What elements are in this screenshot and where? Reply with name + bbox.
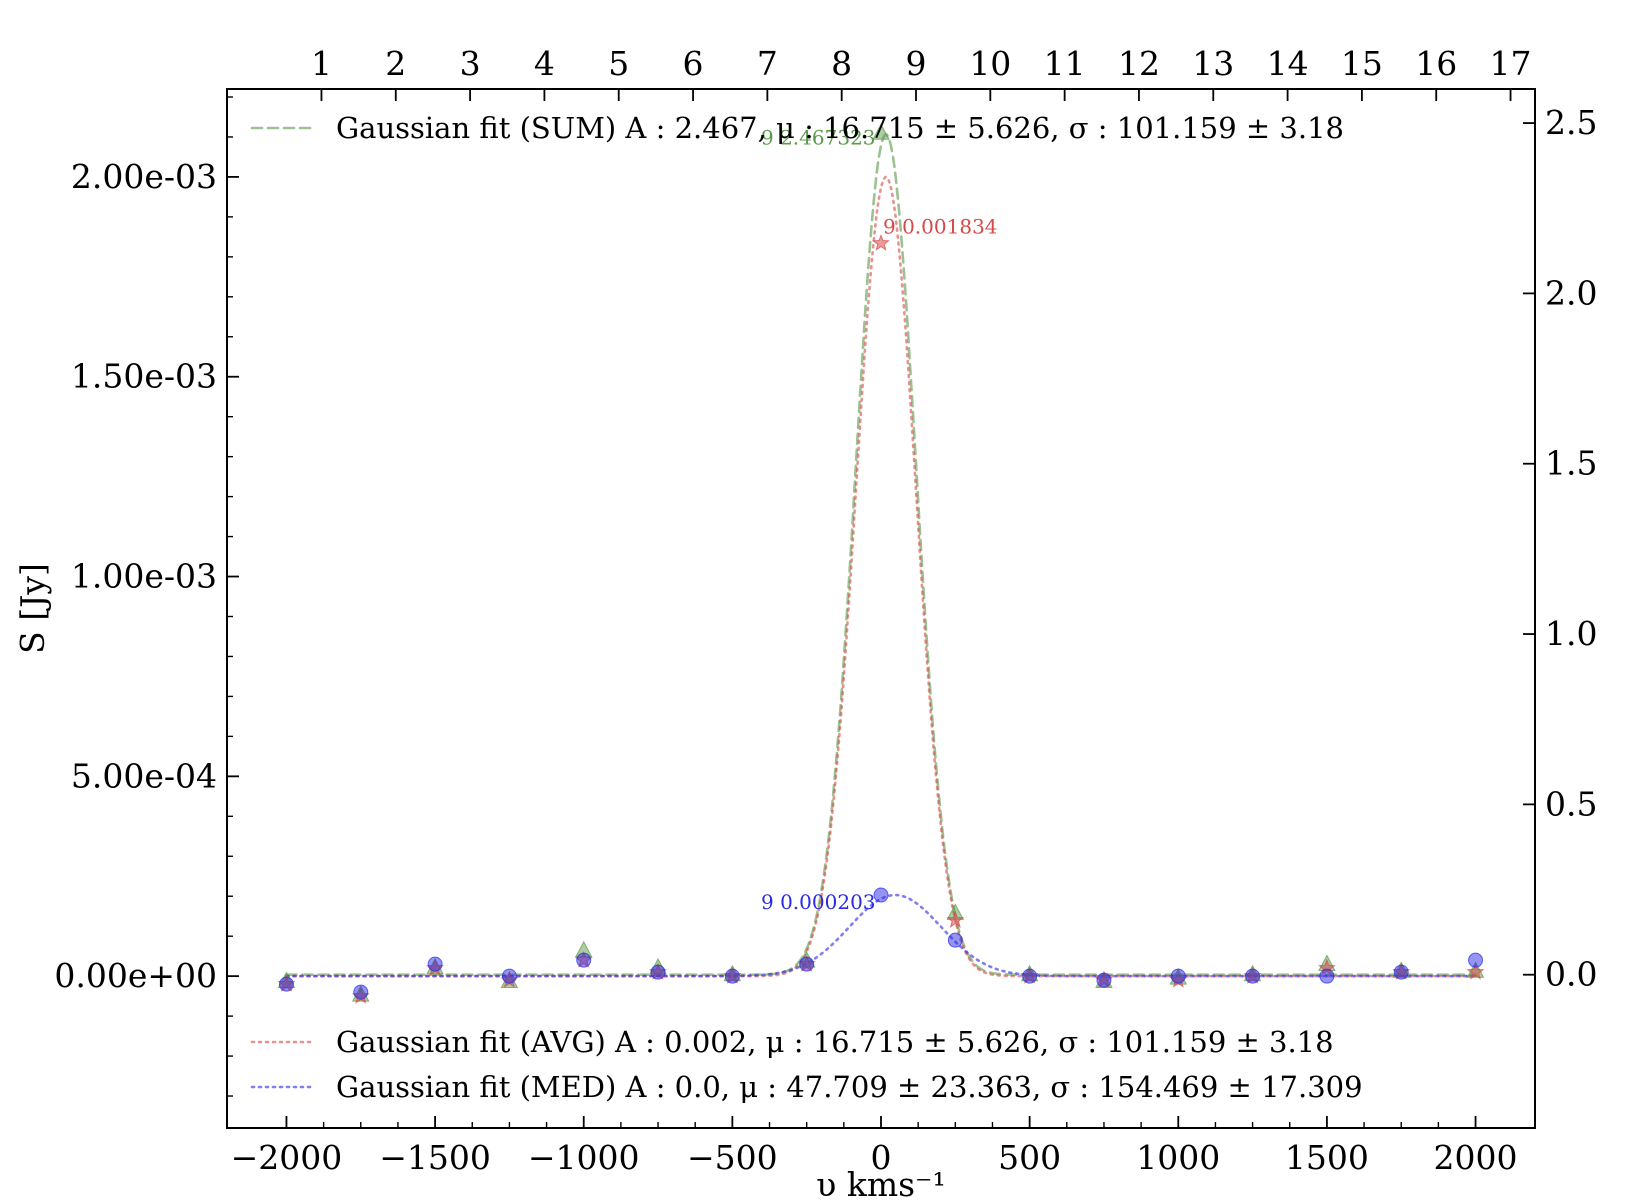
- med-point: [278, 976, 294, 992]
- top-tick-label: 14: [1267, 44, 1309, 83]
- top-tick-label: 3: [460, 44, 481, 83]
- top-tick-label: 12: [1118, 44, 1160, 83]
- top-tick-label: 9: [906, 44, 927, 83]
- x-tick-label: −1000: [528, 1138, 640, 1177]
- x-tick-label: 1000: [1136, 1138, 1220, 1177]
- x-tick-label: 2000: [1434, 1138, 1518, 1177]
- x-axis-title: υ kms⁻¹: [816, 1165, 945, 1200]
- avg-point: [1466, 962, 1485, 980]
- x-tick-label: 1500: [1285, 1138, 1369, 1177]
- y-right-tick-label: 0.0: [1545, 955, 1597, 994]
- fit-curve: [285, 132, 1477, 976]
- top-tick-label: 15: [1341, 44, 1383, 83]
- x-axis-bottom: −2000 −1500 −1000 −500 0 500 1000 1500 2000: [231, 1116, 1518, 1177]
- top-tick-label: 8: [831, 44, 852, 83]
- fit-curve: [285, 175, 1477, 978]
- med-point: [1096, 972, 1112, 988]
- y-left-tick-label: 2.00e-03: [71, 157, 217, 196]
- med-point: [1319, 968, 1335, 984]
- y-left-tick-label: 5.00e-04: [71, 756, 217, 795]
- y-axis-title: S [Jy]: [13, 563, 52, 654]
- y-right-tick-label: 1.0: [1545, 614, 1597, 653]
- y-axis-right: 0.0 0.5 1.0 1.5 2.0 2.5: [1523, 103, 1597, 994]
- top-tick-label: 5: [608, 44, 629, 83]
- y-left-tick-label: 1.00e-03: [71, 557, 217, 596]
- top-tick-label: 17: [1490, 44, 1532, 83]
- med-point: [799, 956, 815, 972]
- med-point: [873, 887, 889, 903]
- med-point: [427, 956, 443, 972]
- y-right-tick-label: 0.5: [1545, 784, 1597, 823]
- med-point: [1468, 952, 1484, 968]
- peak-label: 9 2.467323: [761, 125, 876, 149]
- med-point: [1245, 968, 1261, 984]
- med-point: [501, 968, 517, 984]
- top-tick-label: 16: [1415, 44, 1457, 83]
- top-tick-label: 1: [311, 44, 332, 83]
- fit-curves: [285, 132, 1477, 978]
- y-axis-left: 0.00e+00 5.00e-04 1.00e-03 1.50e-03 2.00e-03: [54, 96, 239, 1097]
- data-points: [277, 123, 1485, 1004]
- top-tick-label: 2: [385, 44, 406, 83]
- legend-label: Gaussian fit (AVG) A : 0.002, μ : 16.715…: [336, 1025, 1334, 1059]
- top-tick-label: 11: [1044, 44, 1086, 83]
- x-tick-label: −2000: [231, 1138, 343, 1177]
- top-tick-label: 10: [969, 44, 1011, 83]
- peak-label: 9 0.000203: [761, 890, 876, 914]
- y-right-tick-label: 2.0: [1545, 273, 1597, 312]
- avg-point: [946, 910, 965, 928]
- x-tick-label: 0: [871, 1138, 892, 1177]
- med-point: [576, 952, 592, 968]
- legend: Gaussian fit (SUM) A : 2.467, μ : 16.715…: [250, 111, 1363, 1104]
- top-tick-label: 6: [683, 44, 704, 83]
- peak-labels: 9 2.467323 9 0.001834 9 0.000203: [761, 125, 998, 914]
- med-point: [353, 984, 369, 1000]
- y-left-tick-label: 1.50e-03: [71, 357, 217, 396]
- med-point: [1393, 964, 1409, 980]
- med-point: [1022, 968, 1038, 984]
- y-left-tick-label: 0.00e+00: [54, 956, 217, 995]
- fit-curve: [285, 893, 1477, 978]
- y-right-tick-label: 1.5: [1545, 444, 1597, 483]
- x-tick-label: −1500: [379, 1138, 491, 1177]
- top-tick-label: 7: [757, 44, 778, 83]
- x-axis-top: 1 2 3 4 5 6 7 8 9 10 11 12 13 14 15 16 17: [311, 44, 1532, 101]
- legend-label: Gaussian fit (MED) A : 0.0, μ : 47.709 ±…: [336, 1070, 1363, 1104]
- legend-label: Gaussian fit (SUM) A : 2.467, μ : 16.715…: [336, 111, 1344, 145]
- top-tick-label: 4: [534, 44, 555, 83]
- sum-point: [872, 123, 890, 140]
- avg-point: [872, 233, 890, 251]
- peak-label: 9 0.001834: [883, 214, 998, 238]
- x-tick-label: −500: [687, 1138, 778, 1177]
- y-right-tick-label: 2.5: [1545, 103, 1597, 142]
- med-point: [724, 968, 740, 984]
- med-point: [650, 964, 666, 980]
- top-tick-label: 13: [1192, 44, 1234, 83]
- med-point: [1170, 968, 1186, 984]
- x-tick-label: 500: [998, 1138, 1061, 1177]
- med-point: [947, 932, 963, 948]
